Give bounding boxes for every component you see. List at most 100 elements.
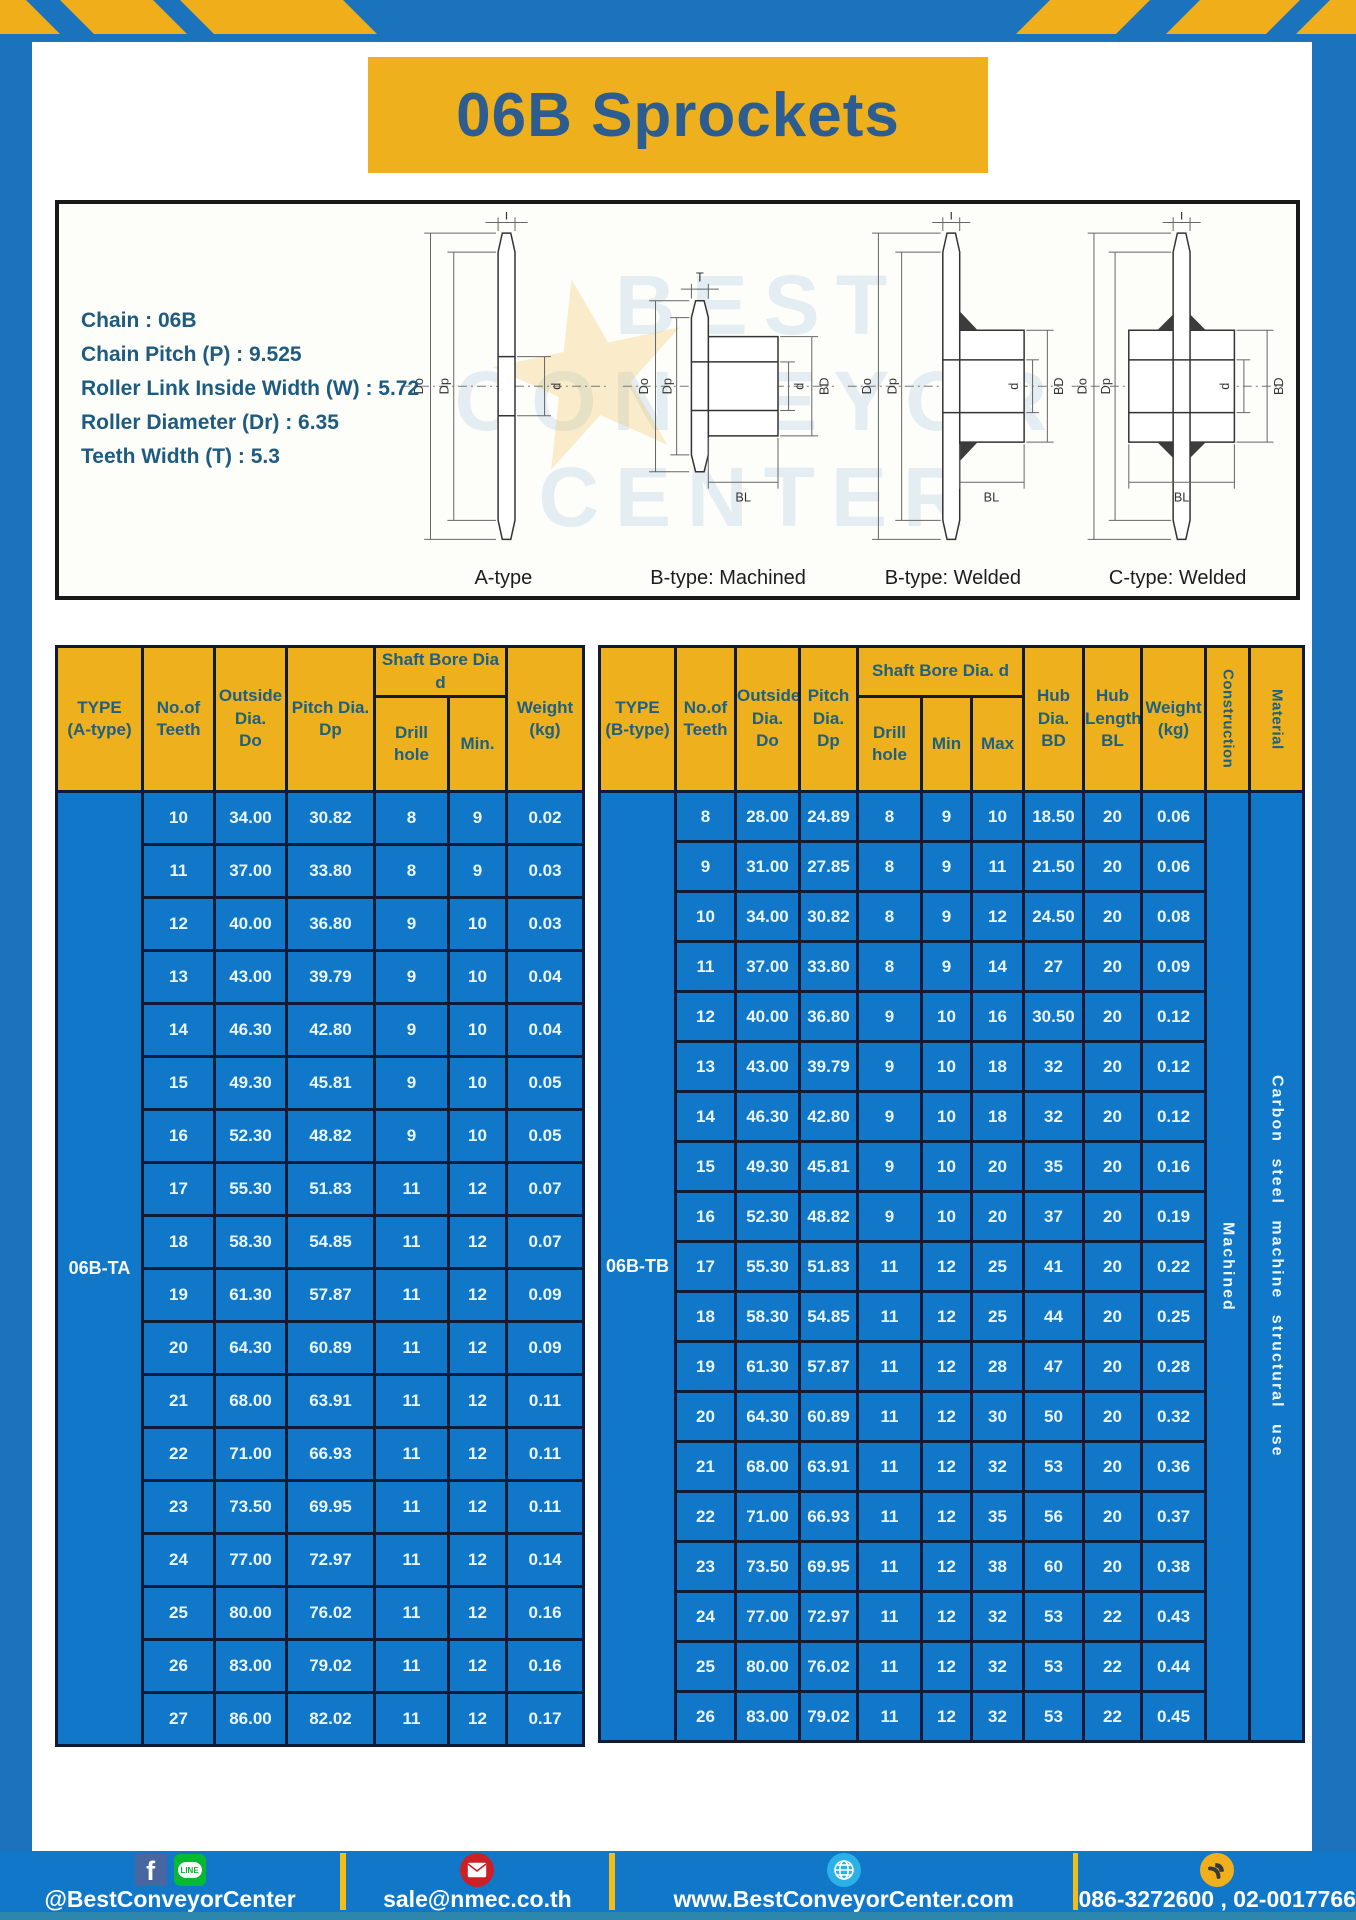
data-cell: 0.02 [505,790,585,846]
data-cell: 11 [373,1585,450,1641]
data-cell: 39.79 [285,949,376,1005]
corner-stripe [60,0,187,34]
table-row: 21 68.00 63.91 11 12 0.11 [57,1373,585,1429]
data-cell: 24 [141,1532,216,1588]
table-row: 17 55.30 51.83 11 12 0.07 [57,1161,585,1217]
data-cell: 9 [920,840,973,893]
data-cell: 0.25 [1140,1290,1207,1343]
data-cell: 20 [674,1390,737,1443]
data-cell: 0.38 [1140,1540,1207,1593]
data-cell: 20 [1082,790,1143,843]
data-cell: 12 [920,1540,973,1593]
data-cell: 15 [141,1055,216,1111]
data-cell: 79.02 [798,1690,859,1743]
data-cell: 12 [447,1532,508,1588]
header-shaft-bore: Shaft Bore Dia d [373,645,508,698]
data-cell: 11 [373,1691,450,1747]
data-cell: 14 [674,1090,737,1143]
data-cell: 9 [920,890,973,943]
data-cell: 11 [373,1214,450,1270]
data-cell: 0.12 [1140,990,1207,1043]
footer-social-handle: @BestConveyorCenter [44,1886,296,1912]
table-row: 9 31.00 27.85 8 9 11 21.50 20 0.06 [600,840,1304,893]
sprocket-drawing-a-type: T Do Dp d [391,212,616,571]
data-cell: 25 [674,1640,737,1693]
data-cell: 32 [970,1640,1025,1693]
data-cell: 76.02 [798,1640,859,1693]
corner-stripe [1296,0,1356,34]
data-cell: 39.79 [798,1040,859,1093]
data-cell: 22 [1082,1640,1143,1693]
data-cell: 27.85 [798,840,859,893]
data-cell: 57.87 [285,1267,376,1323]
data-cell: 11 [856,1540,923,1593]
data-cell: 11 [970,840,1025,893]
data-cell: 9 [373,1108,450,1164]
data-cell: 9 [856,990,923,1043]
data-cell: 64.30 [734,1390,801,1443]
data-cell: 9 [856,1140,923,1193]
data-cell: 20 [1082,990,1143,1043]
data-cell: 60.89 [798,1390,859,1443]
data-cell: 8 [373,790,450,846]
header-type: TYPE (B-type) [598,645,677,793]
data-cell: 19 [141,1267,216,1323]
spec-line: Chain : 06B [81,309,197,332]
dim-label-Do: Do [637,378,651,394]
data-cell: 12 [447,1267,508,1323]
data-cell: 9 [920,790,973,843]
data-cell: 0.45 [1140,1690,1207,1743]
data-cell: 0.37 [1140,1490,1207,1543]
data-cell: 12 [447,1479,508,1535]
data-cell: 66.93 [285,1426,376,1482]
header-outside-dia: Outside Dia. Do [213,645,288,793]
data-cell: 20 [1082,1390,1143,1443]
table-row: 16 52.30 48.82 9 10 20 37 20 0.19 [600,1190,1304,1243]
data-cell: 45.81 [798,1140,859,1193]
data-cell: 30 [970,1390,1025,1443]
table-row: 12 40.00 36.80 9 10 16 30.50 20 0.12 [600,990,1304,1043]
data-cell: 12 [447,1585,508,1641]
data-cell: 11 [141,843,216,899]
data-cell: 60.89 [285,1320,376,1376]
data-cell: 32 [970,1440,1025,1493]
data-cell: 20 [1082,1140,1143,1193]
dim-label-BL: BL [735,490,750,504]
figure-b-type-machined: T Do Dp d BD BL B-type: Machined [616,212,841,594]
data-cell: 10 [920,1140,973,1193]
table-row: 18 58.30 54.85 11 12 25 44 20 0.25 [600,1290,1304,1343]
data-cell: 12 [674,990,737,1043]
data-cell: 12 [447,1638,508,1694]
title-banner: 06B Sprockets [368,57,988,173]
sprocket-drawing-b-welded: T Do Dp d BD BL [841,212,1065,571]
data-cell: 11 [373,1267,450,1323]
data-cell: 30.50 [1022,990,1085,1043]
data-cell: 9 [856,1190,923,1243]
data-cell: 33.80 [798,940,859,993]
data-cell: 10 [920,1190,973,1243]
data-cell: 48.82 [285,1108,376,1164]
corner-stripe [1166,0,1300,34]
data-cell: 9 [856,1040,923,1093]
data-cell: 42.80 [798,1090,859,1143]
data-cell: 32 [1022,1090,1085,1143]
data-cell: 12 [920,1240,973,1293]
data-cell: 43.00 [734,1040,801,1093]
data-cell: 22 [1082,1690,1143,1743]
data-cell: 20 [1082,1040,1143,1093]
table-row: 22 71.00 66.93 11 12 0.11 [57,1426,585,1482]
chain-specs: Chain : 06B Chain Pitch (P) : 9.525 Roll… [81,304,419,474]
data-cell: 0.28 [1140,1340,1207,1393]
spec-line: Roller Diameter (Dr) : 6.35 [81,411,339,434]
dim-label-Dp: Dp [660,378,674,394]
data-cell: 11 [856,1690,923,1743]
figure-caption: B-type: Welded [884,567,1022,589]
data-cell: 38 [970,1540,1025,1593]
left-border-band [0,0,32,1920]
data-cell: 20 [1082,1240,1143,1293]
dim-label-d: d [549,383,563,390]
data-cell: 11 [373,1532,450,1588]
data-cell: 0.32 [1140,1390,1207,1443]
data-cell: 18 [141,1214,216,1270]
material-cell: Carbon steel machine structural use [1248,790,1305,1743]
